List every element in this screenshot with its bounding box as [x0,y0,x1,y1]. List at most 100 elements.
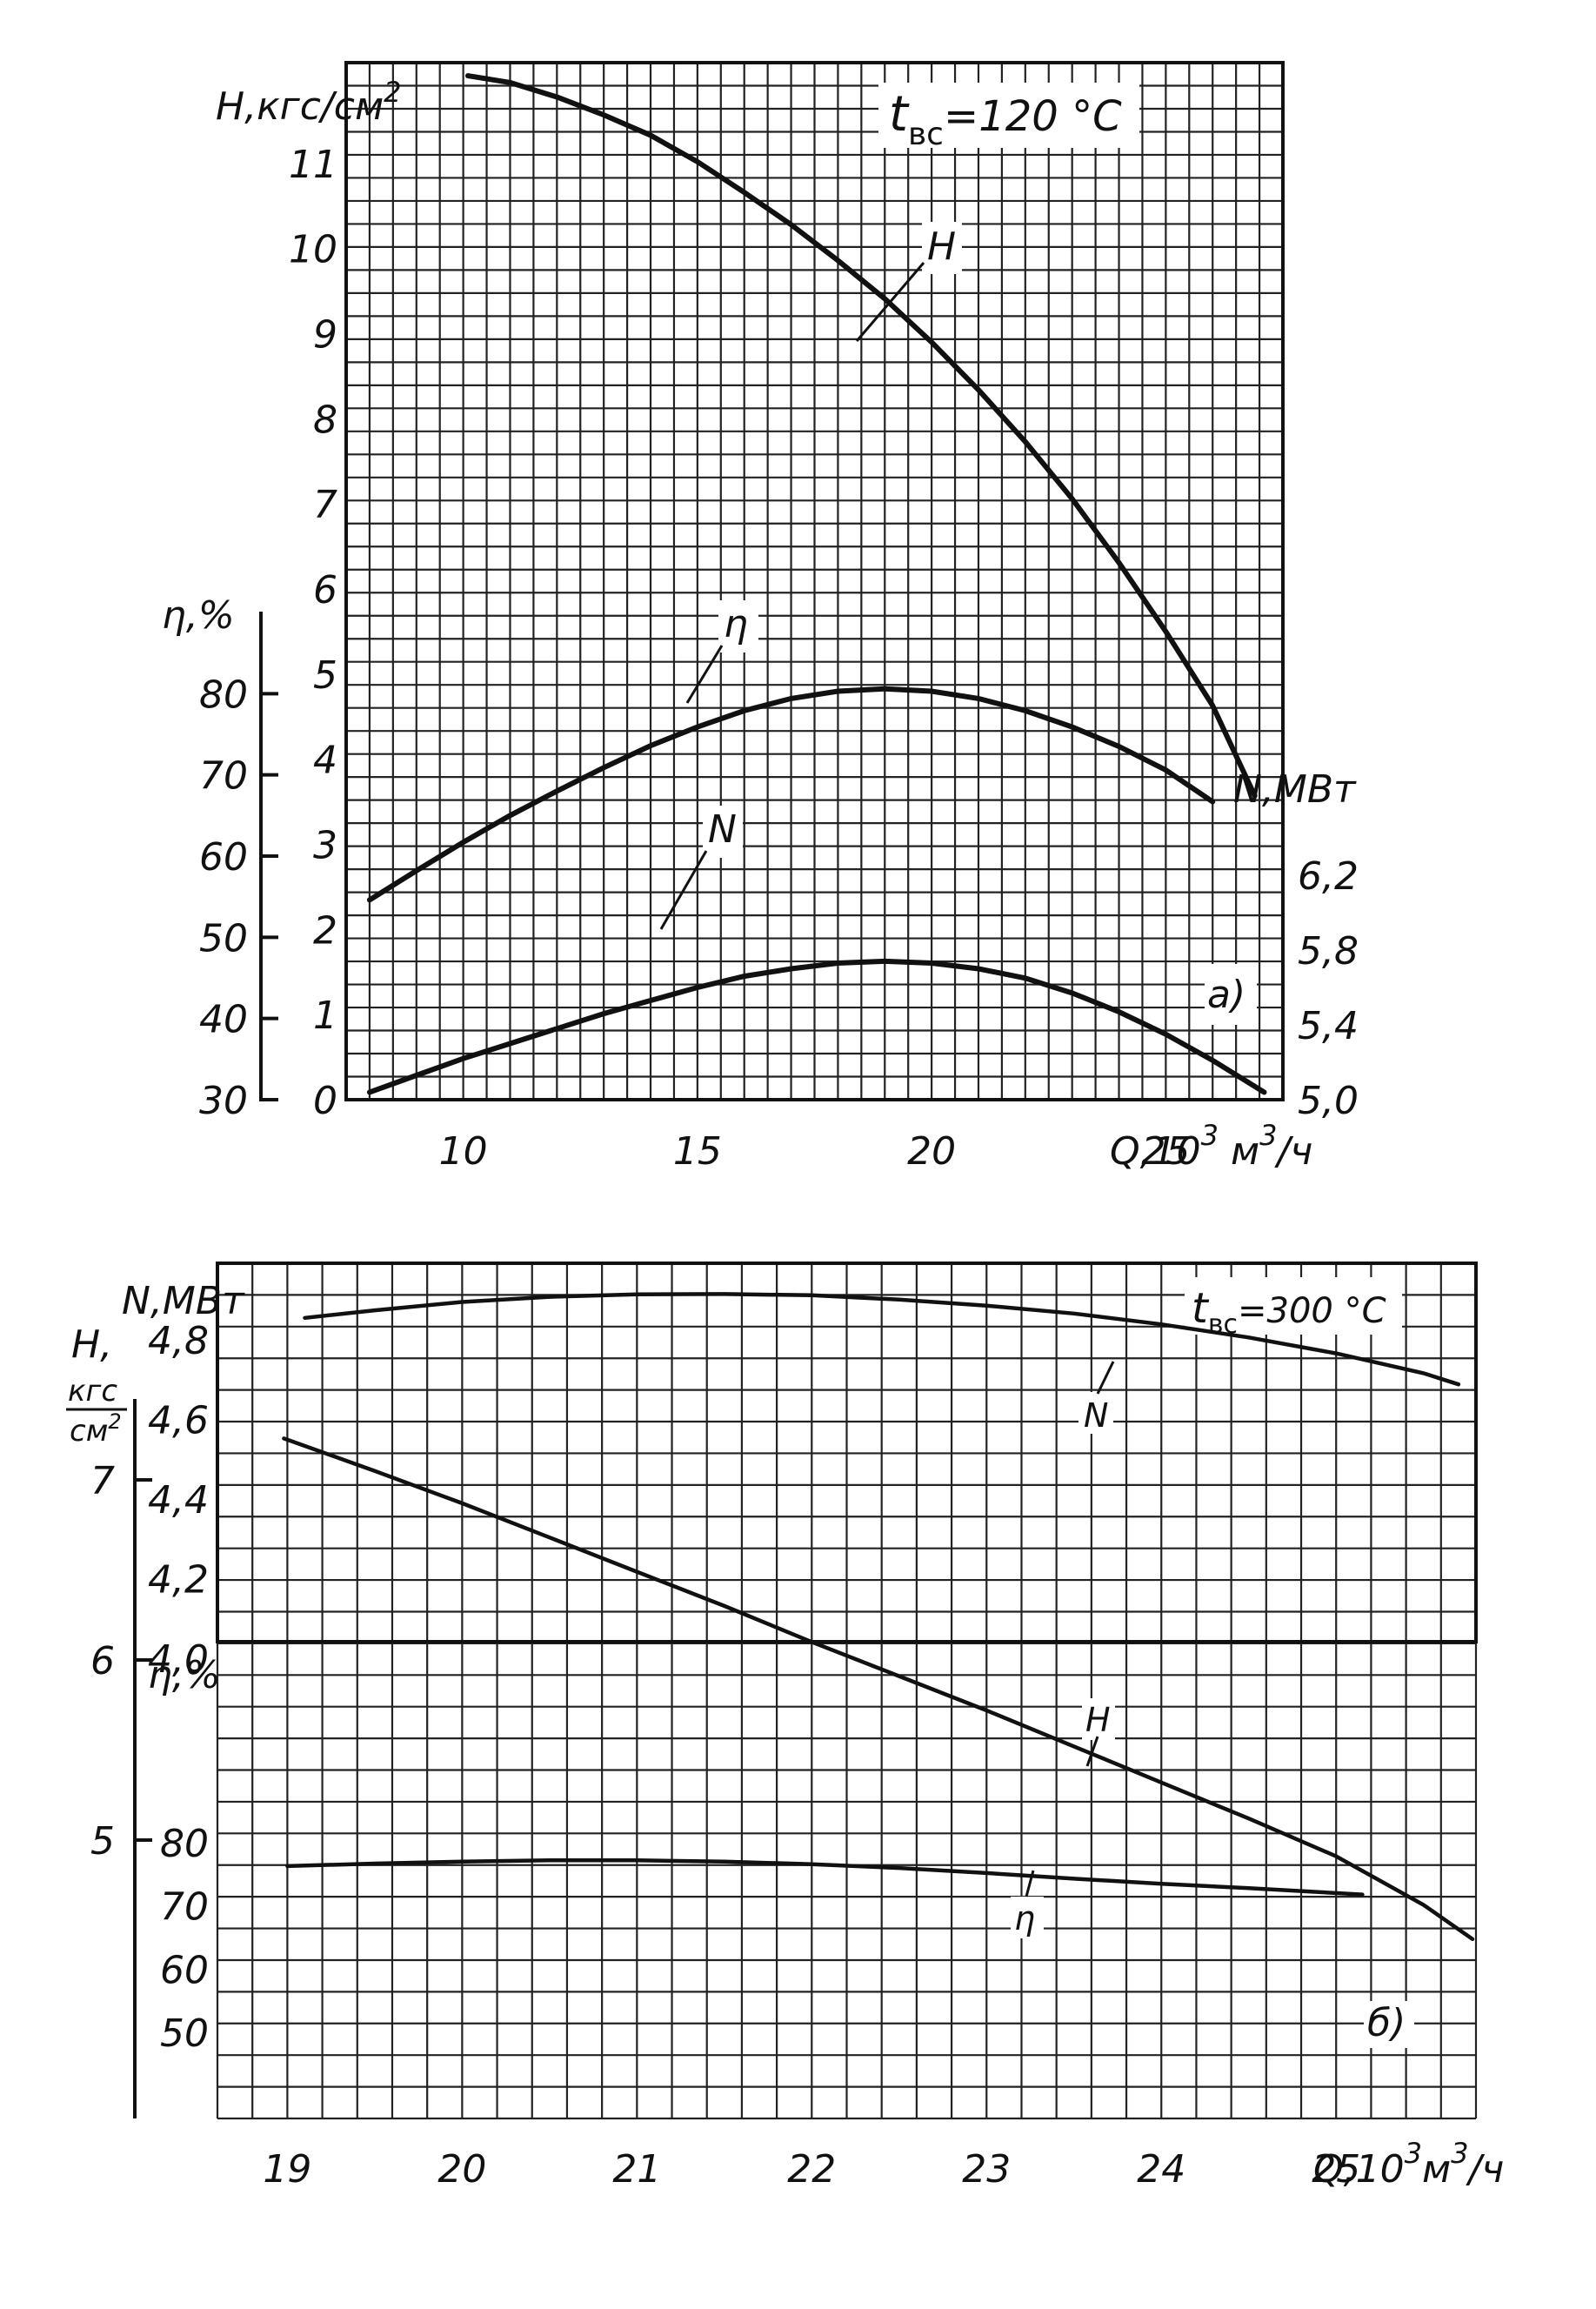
panel-b-frame [216,1262,1478,1643]
panel-b-n-tick-label: 4,6 [148,1399,209,1443]
panel-a-h-tick-label: 5 [313,653,337,698]
panel-b-x-tick-label: 21 [612,2147,661,2192]
panel-b-eta-tick-label: 70 [160,1885,209,1930]
panel-a-eta-leader-line [685,645,724,704]
panel-a-h-tick-labels: 0 1 2 3 4 5 6 7 8 9 10 11 [289,143,337,1123]
panel-b-eta-tick-labels: 50 60 70 80 [160,1822,209,2056]
panel-a-eta-curve-label: η [724,602,748,646]
panel-a-h-tick-label: 6 [313,568,337,612]
panel-a-frame [344,61,1285,1101]
panel-a-n-curve-label: N [708,807,737,852]
panel-b-n-tick-label: 4,0 [148,1637,209,1682]
panel-a-h-curve-label-bg [922,222,962,274]
panel-a-eta-tick-label: 70 [199,754,248,799]
panel-a-temperature-annotation: tвс=120 °C [889,86,1122,152]
panel-a-eta-ticks [261,692,278,1101]
panel-a-x-tick-label: 15 [673,1129,722,1174]
panel-b-n-tick-label: 4,4 [148,1478,209,1523]
panel-a-h-tick-label: 3 [313,824,337,868]
panel-b-n-leader-line [1096,1361,1115,1395]
panel-b-h-curve-label: H [1085,1701,1111,1739]
panel-b-x-tick-label: 20 [437,2147,486,2192]
panel-a-n-curve [366,958,1267,1095]
panel-a-h-tick-label: 7 [313,483,337,527]
panel-a-chart: 0 1 2 3 4 5 6 7 8 9 10 11 30 40 50 60 70 80 5,0 5,4 5,8 6,2… [162,61,1359,1174]
panel-b-h-axis-label-denominator: см2 [70,1409,122,1449]
panel-b-label-bg [1364,2001,1414,2048]
panel-a-n-tick-label: 6,2 [1298,854,1359,899]
panel-b-annotation-bg [1185,1277,1402,1335]
panel-a-h-tick-label: 9 [313,313,337,358]
panel-a-label: a) [1207,973,1245,1017]
panel-a-eta-curve [366,686,1216,903]
panel-b-eta-curve-label-bg [1011,1897,1044,1938]
panel-b-n-tick-label: 4,2 [148,1558,209,1603]
panel-a-curves [366,73,1267,1095]
panel-a-x-tick-labels: 10 15 20 25 [439,1129,1191,1174]
panel-a-eta-tick-labels: 30 40 50 60 70 80 [199,673,248,1123]
panel-b-eta-curve [285,1858,1365,1897]
panel-b-x-tick-label: 19 [263,2147,311,2192]
panel-a-x-tick-label: 25 [1141,1129,1190,1174]
panel-a-h-tick-label: 8 [313,398,337,442]
panel-a-eta-tick-label: 50 [199,916,248,960]
panel-a-eta-curve-label-bg [718,600,758,653]
panel-a-x-axis-label: Q,103 м3/ч [1110,1119,1312,1174]
panel-a-n-curve-label-bg [703,806,743,858]
panel-a-n-leader-line [659,850,708,930]
panel-b-eta-curve-label: η [1014,1899,1035,1938]
panel-b-eta-leader-line [1025,1870,1035,1897]
panel-a-n-tick-label: 5,4 [1298,1004,1359,1048]
panel-b-n-curve [303,1292,1461,1387]
panel-a-h-axis-label: H,кгс/см2 [216,76,402,129]
panel-a-x-tick-label: 20 [907,1129,956,1174]
panel-b-n-curve-label-bg [1078,1392,1113,1434]
panel-b-h-axis-label: H, [71,1322,112,1367]
panel-a-n-tick-label: 5,8 [1298,929,1359,974]
panel-b-label: б) [1367,2001,1406,2045]
panel-b-x-tick-label: 25 [1312,2147,1360,2192]
panel-b-x-tick-label: 23 [962,2147,1011,2192]
panel-b-x-tick-labels: 19 20 21 22 23 24 25 [263,2147,1360,2192]
panel-b-x-axis-label: Q,103м3/ч [1313,2137,1504,2192]
panel-a-eta-axis-label: η,% [162,593,235,638]
panel-b-h-curve [282,1436,1475,1942]
panel-b-temperature-annotation: tвс=300 °C [1192,1284,1386,1340]
panel-a-x-tick-label: 10 [439,1129,488,1174]
panel-a-h-tick-label: 2 [313,908,337,953]
panel-b-h-tick-label: 7 [90,1459,115,1503]
panel-b-n-tick-label: 4,8 [148,1319,209,1363]
panel-a-h-curve [465,73,1258,799]
panel-b-eta-tick-label: 80 [160,1822,209,1866]
panel-b-x-tick-label: 22 [787,2147,836,2192]
panel-a-h-curve-label: H [927,224,956,269]
panel-b-eta-axis-label: η,% [148,1653,221,1697]
panel-a-label-bg [1205,964,1257,1025]
panel-b-curves [282,1292,1475,1942]
panel-a-h-tick-label: 11 [289,143,337,187]
panel-a-n-tick-label: 5,0 [1298,1079,1359,1123]
panel-a-h-tick-label: 1 [313,994,337,1038]
panel-b-h-tick-labels: 5 6 7 [90,1459,115,1864]
panel-b-h-tick-label: 6 [90,1639,115,1683]
panel-b-x-tick-label: 24 [1137,2147,1185,2192]
panel-a-eta-tick-label: 30 [199,1079,248,1123]
panel-b-grid [216,1262,1478,2120]
panel-a-h-tick-label: 0 [313,1079,337,1123]
panel-a-h-tick-label: 4 [313,739,337,783]
panel-b-h-leader-line [1085,1736,1099,1767]
panel-b-eta-tick-label: 50 [160,2011,209,2056]
panel-a-h-leader-line [855,262,925,342]
panel-b-chart: 5 6 7 4,0 4,2 4,4 4,6 4,8 50 60 70 80 19 20 21 22 23 2… [66,1262,1504,2192]
panel-a-n-tick-labels: 5,0 5,4 5,8 6,2 [1298,854,1359,1123]
panel-a-grid [344,61,1285,1101]
panel-a-eta-tick-label: 80 [199,673,248,717]
panel-b-n-axis-label: N,МВт [122,1279,245,1323]
panel-b-eta-tick-label: 60 [160,1948,209,1992]
panel-b-h-ticks [135,1478,152,1842]
panel-b-n-curve-label: N [1084,1396,1108,1435]
panel-a-h-tick-label: 10 [289,228,337,272]
panel-b-n-tick-labels: 4,0 4,2 4,4 4,6 4,8 [148,1319,209,1682]
